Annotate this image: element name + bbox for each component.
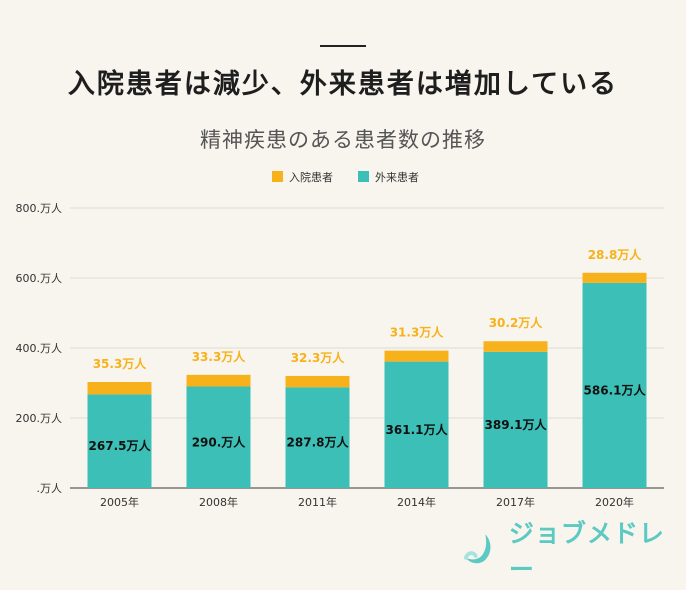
data-label-outpatient: 287.8万人 [287,435,350,450]
data-label-inpatient: 33.3万人 [192,349,247,364]
data-label-outpatient: 586.1万人 [584,382,647,397]
brand-logo: ジョブメドレー [462,519,686,584]
x-tick-label: 2020年 [595,495,634,509]
bar-inpatient [186,374,251,387]
data-label-inpatient: 31.3万人 [390,325,445,340]
data-label-inpatient: 28.8万人 [588,247,643,262]
bar-outpatient [483,351,548,488]
x-tick-label: 2017年 [496,495,535,509]
brand-name: ジョブメドレー [508,519,665,584]
legend-label: 外来患者 [375,171,419,184]
data-label-outpatient: 361.1万人 [386,422,449,437]
data-label-outpatient: 290.万人 [192,434,247,449]
bar-outpatient [384,361,449,488]
bar-inpatient [582,272,647,283]
bar-outpatient [582,282,647,488]
y-tick-label: 400.万人 [16,342,63,355]
bar-outpatient [87,394,152,488]
data-label-outpatient: 389.1万人 [485,417,548,432]
headline: 入院患者は減少、外来患者は増加している [67,69,619,100]
legend-swatch [272,171,283,182]
bar-inpatient [483,341,548,352]
y-tick-label: .万人 [37,482,63,495]
data-label-inpatient: 32.3万人 [291,350,346,365]
legend-label: 入院患者 [289,170,333,184]
bar-inpatient [285,375,350,388]
x-tick-label: 2005年 [100,495,139,509]
brand-mark-icon [463,534,491,564]
y-tick-label: 800.万人 [16,202,63,215]
bar-outpatient [186,386,251,488]
bar-outpatient [285,387,350,488]
data-label-inpatient: 30.2万人 [489,315,544,330]
bar-inpatient [87,382,152,395]
chart-title: 精神疾患のある患者数の推移 [200,128,486,152]
x-tick-label: 2008年 [199,495,238,509]
x-tick-label: 2014年 [397,495,436,509]
data-label-outpatient: 267.5万人 [89,438,152,453]
bar-inpatient [384,350,449,362]
x-tick-label: 2011年 [298,495,337,509]
y-tick-label: 600.万人 [16,272,63,285]
legend-swatch [358,171,369,182]
y-tick-label: 200.万人 [16,412,63,425]
data-label-inpatient: 35.3万人 [93,356,148,371]
top-divider [320,45,366,47]
